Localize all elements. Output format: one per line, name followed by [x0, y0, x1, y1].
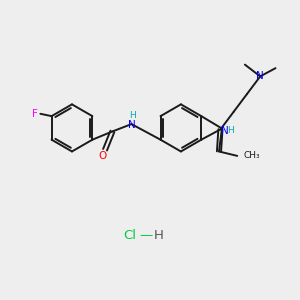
Text: N: N [128, 120, 136, 130]
Text: N: N [256, 71, 264, 81]
Text: F: F [32, 109, 38, 119]
Text: H: H [154, 229, 164, 242]
Text: —: — [139, 229, 152, 242]
Text: CH₃: CH₃ [244, 152, 260, 160]
Text: O: O [99, 151, 107, 161]
Text: Cl: Cl [123, 229, 136, 242]
Text: N: N [221, 126, 229, 136]
Text: H: H [227, 126, 233, 135]
Text: H: H [129, 111, 136, 120]
